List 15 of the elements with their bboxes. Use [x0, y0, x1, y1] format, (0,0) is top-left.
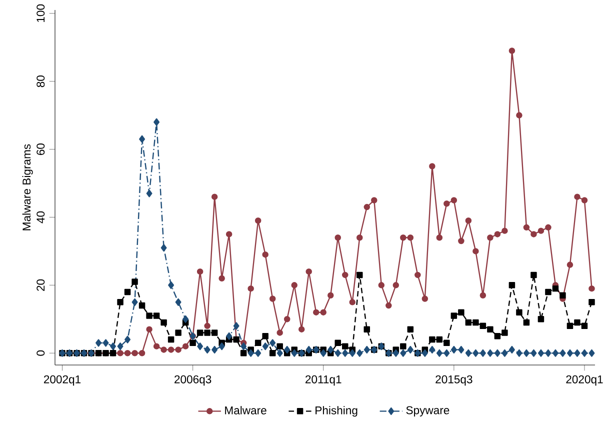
y-axis-title: Malware Bigrams	[22, 144, 33, 230]
x-tick-label: 2002q1	[44, 375, 81, 386]
y-tick-label: 0	[36, 350, 45, 356]
y-tick-label: 80	[36, 76, 45, 88]
x-tick-label: 2011q1	[306, 375, 342, 386]
x-tick-label: 2006q3	[174, 375, 212, 386]
x-tick-label: 2020q1	[566, 375, 603, 386]
legend-label: Malware	[225, 406, 266, 414]
y-tick-label: 60	[36, 143, 45, 155]
y-tick-label: 40	[36, 211, 45, 224]
y-tick-label: 20	[36, 279, 45, 291]
legend-label: Phishing	[316, 406, 358, 417]
x-tick-label: 2015q3	[436, 375, 472, 386]
y-tick-label: 100	[36, 4, 45, 22]
legend-label: Spyware	[406, 406, 450, 416]
